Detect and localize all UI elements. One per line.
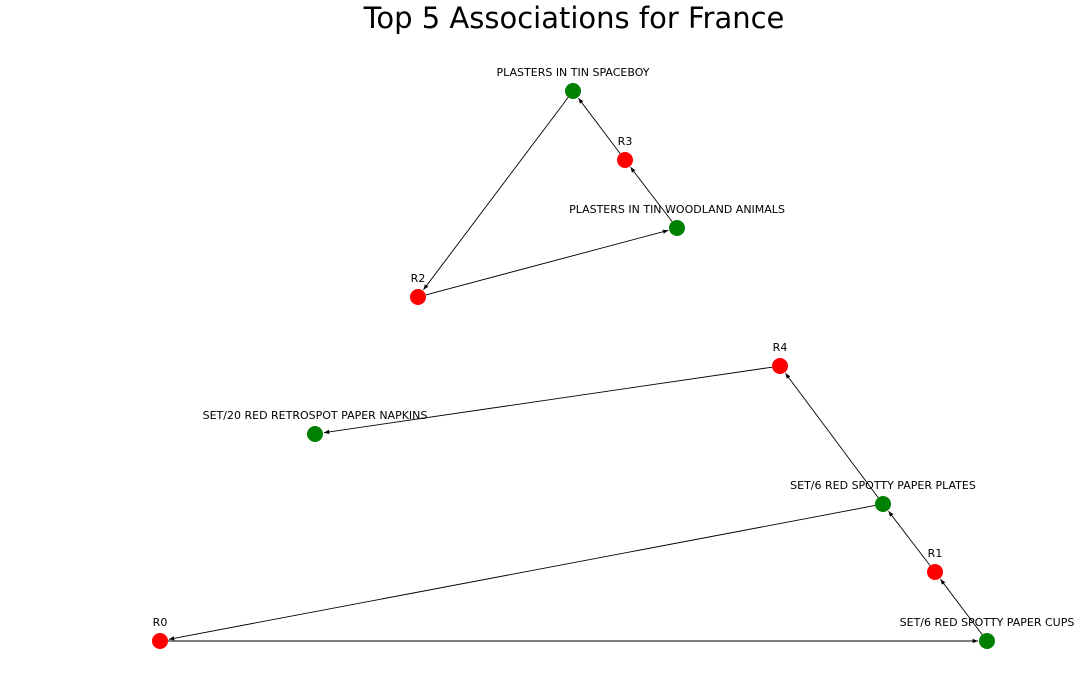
edge-set-6-red-spotty-paper-cups-to-r1 xyxy=(940,578,983,635)
rule-node-r4[interactable] xyxy=(772,358,788,374)
node-label-r0: R0 xyxy=(153,616,168,629)
item-node-plasters-in-tin-spaceboy[interactable] xyxy=(565,83,581,99)
node-label-r2: R2 xyxy=(411,272,426,285)
edge-r1-to-set-6-red-spotty-paper-plates xyxy=(888,510,931,566)
nodes-layer xyxy=(152,83,995,649)
edge-set-6-red-spotty-paper-plates-to-r0 xyxy=(168,505,876,641)
edge-r3-to-plasters-in-tin-spaceboy xyxy=(578,97,621,154)
node-label-set-6-red-spotty-paper-plates: SET/6 RED SPOTTY PAPER PLATES xyxy=(790,479,976,492)
node-label-r1: R1 xyxy=(928,547,943,560)
node-label-set-6-red-spotty-paper-cups: SET/6 RED SPOTTY PAPER CUPS xyxy=(900,616,1075,629)
chart-title: Top 5 Associations for France xyxy=(363,1,785,35)
rule-node-r2[interactable] xyxy=(410,289,426,305)
edge-plasters-in-tin-spaceboy-to-r2 xyxy=(423,97,569,291)
labels-layer: PLASTERS IN TIN SPACEBOY R3 PLASTERS IN TI… xyxy=(153,66,1075,629)
rule-node-r3[interactable] xyxy=(617,152,633,168)
rule-node-r1[interactable] xyxy=(927,564,943,580)
node-label-plasters-in-tin-spaceboy: PLASTERS IN TIN SPACEBOY xyxy=(497,66,650,79)
edge-plasters-in-tin-woodland-animals-to-r3 xyxy=(630,166,673,222)
item-node-plasters-in-tin-woodland-animals[interactable] xyxy=(669,220,685,236)
edges-layer xyxy=(168,97,983,644)
edge-r2-to-plasters-in-tin-woodland-animals xyxy=(425,229,669,296)
item-node-set-6-red-spotty-paper-plates[interactable] xyxy=(875,496,891,512)
item-node-set-20-red-retrospot-paper-napkins[interactable] xyxy=(307,426,323,442)
edge-set-6-red-spotty-paper-plates-to-r4 xyxy=(785,372,879,498)
rule-node-r0[interactable] xyxy=(152,633,168,649)
edge-r4-to-set-20-red-retrospot-paper-napkins xyxy=(323,366,773,435)
node-label-plasters-in-tin-woodland-animals: PLASTERS IN TIN WOODLAND ANIMALS xyxy=(569,203,785,216)
node-label-set-20-red-retrospot-paper-napkins: SET/20 RED RETROSPOT PAPER NAPKINS xyxy=(203,409,428,422)
node-label-r3: R3 xyxy=(618,135,633,148)
item-node-set-6-red-spotty-paper-cups[interactable] xyxy=(979,633,995,649)
node-label-r4: R4 xyxy=(773,341,788,354)
